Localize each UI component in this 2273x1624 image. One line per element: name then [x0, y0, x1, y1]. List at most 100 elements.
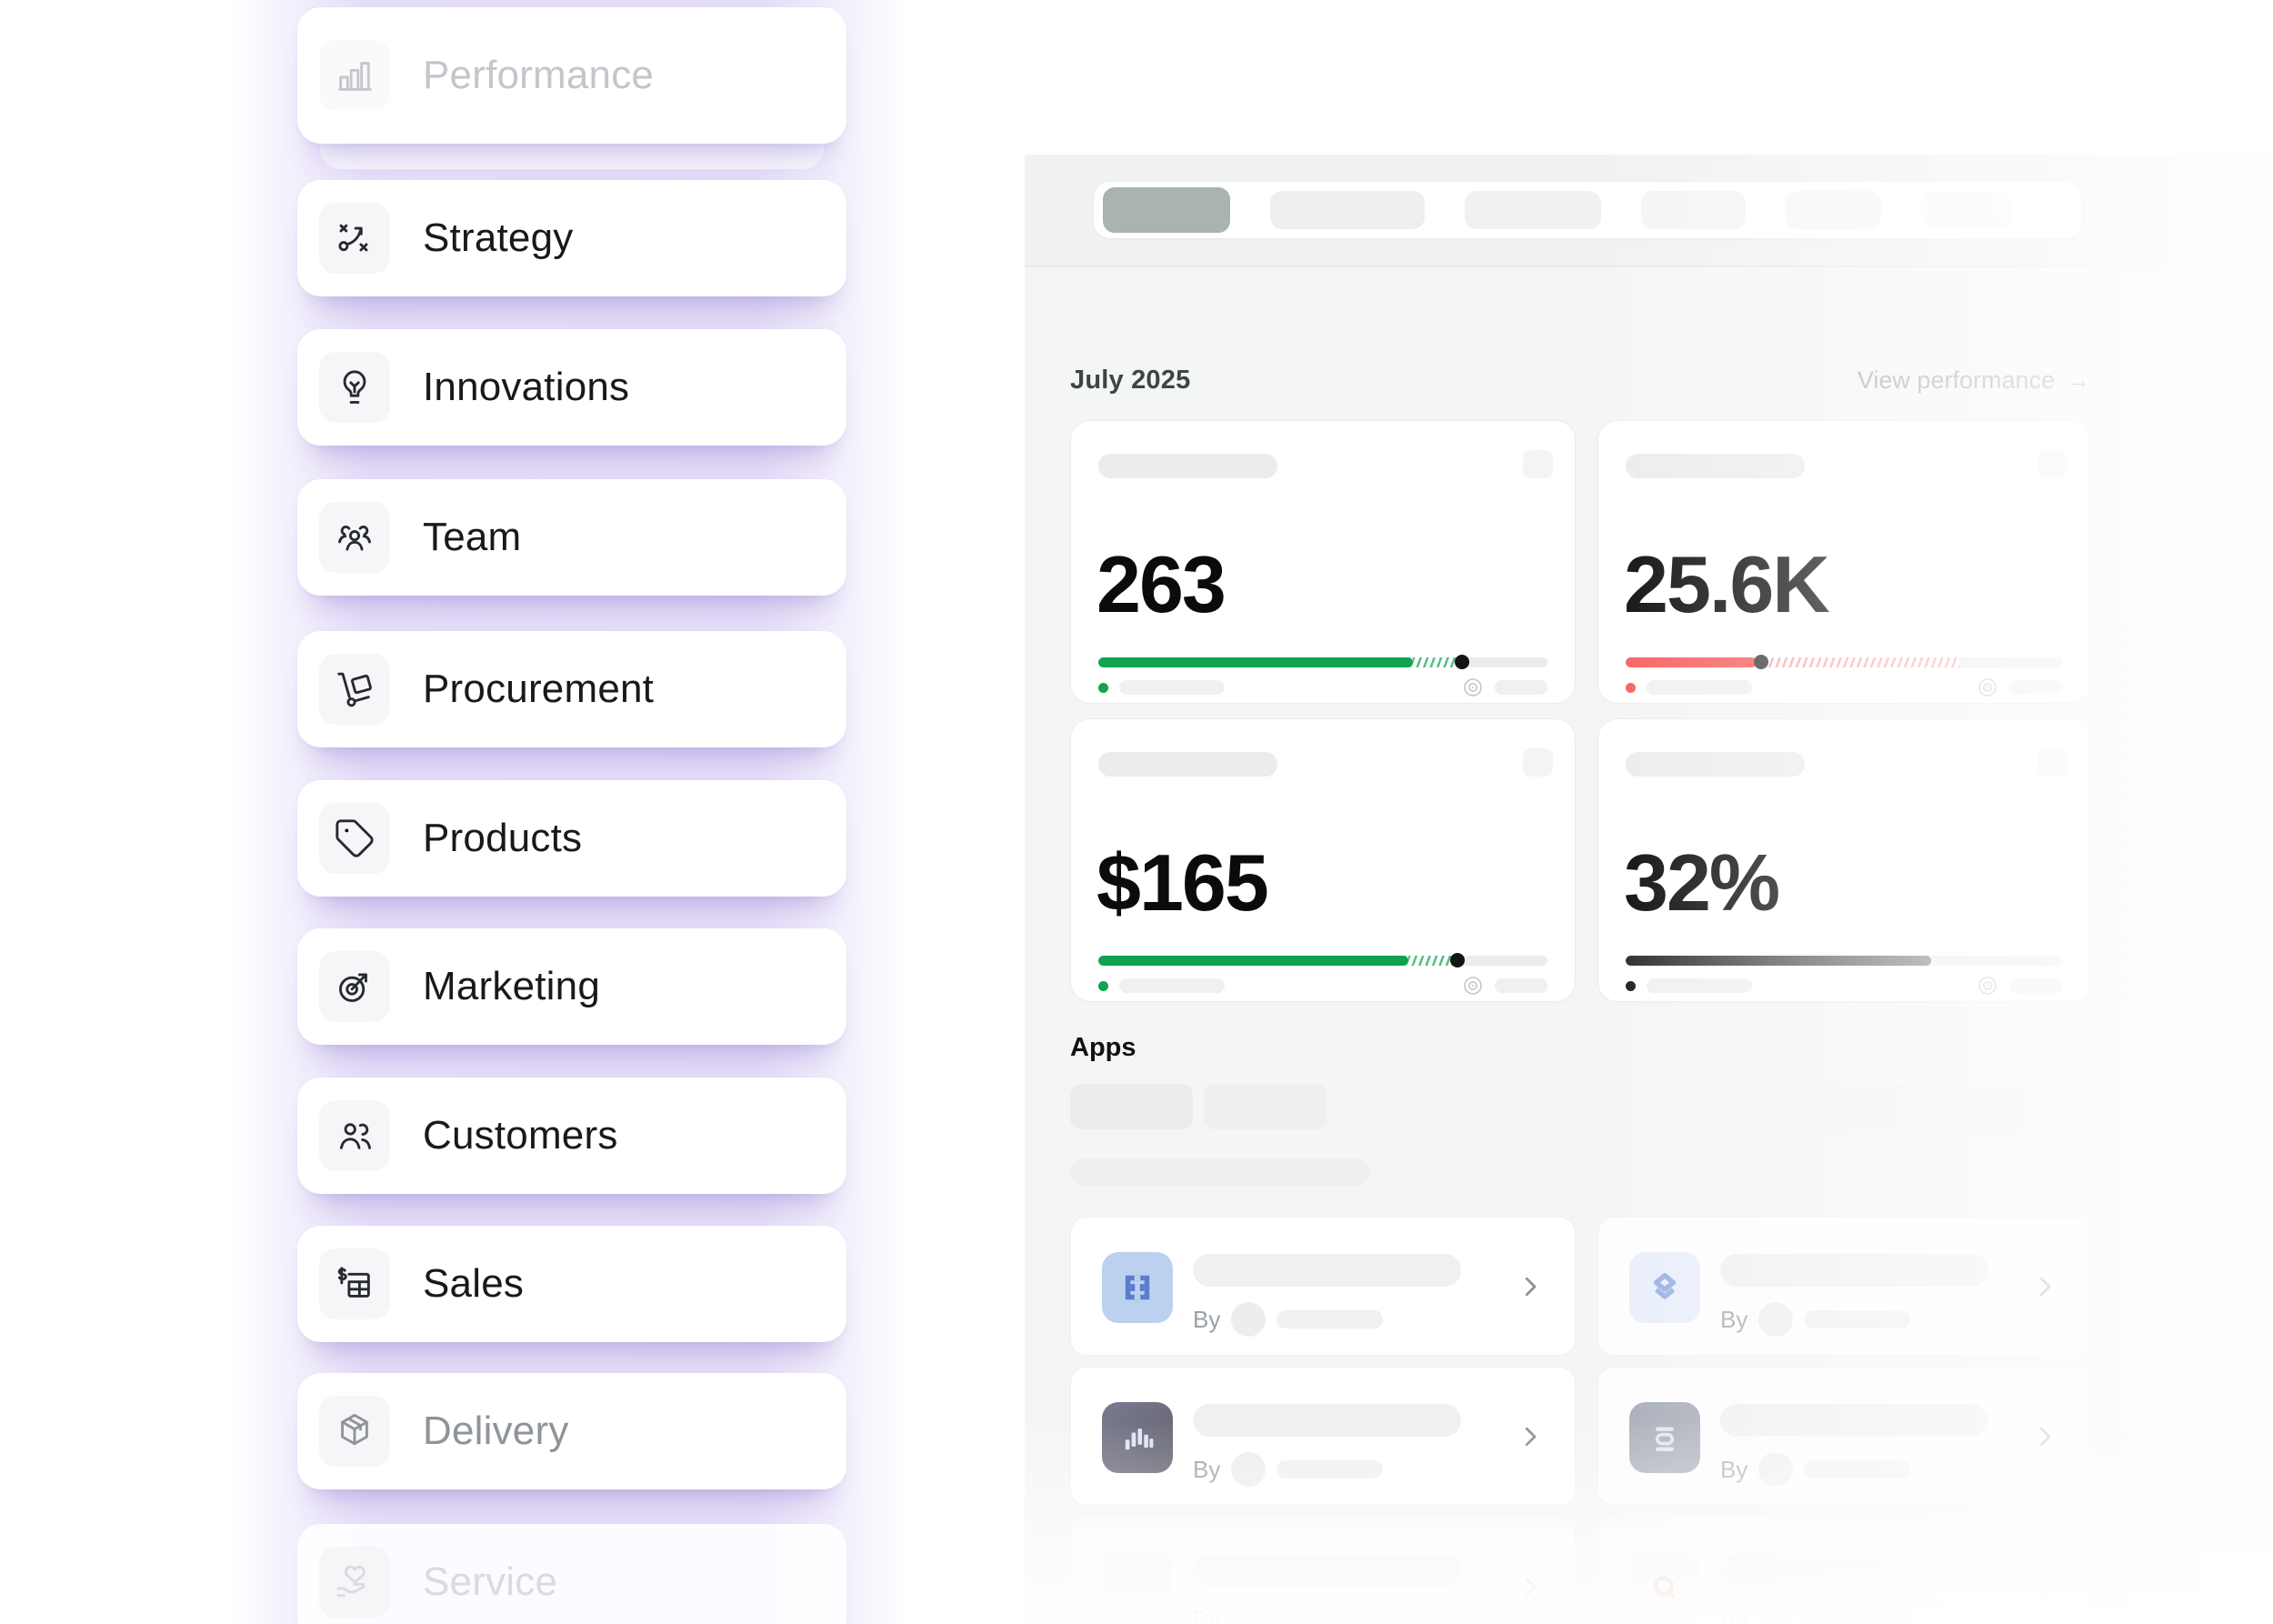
stat-card-1: 263	[1070, 420, 1576, 704]
sidebar-item-marketing[interactable]: Marketing	[297, 928, 846, 1045]
stat-legend	[1098, 677, 1547, 697]
stat-card-grid: 263	[1070, 420, 2090, 1002]
legend-dot	[1098, 682, 1108, 693]
target-value-skeleton	[2009, 680, 2062, 695]
apps-section-title: Apps	[1070, 1033, 1136, 1062]
publisher-avatar	[1231, 1302, 1267, 1337]
tab-placeholder-4[interactable]	[1641, 191, 1746, 229]
publisher-name-skeleton	[1277, 1610, 1384, 1624]
sidebar-item-delivery[interactable]: Delivery	[297, 1373, 846, 1489]
app-title-skeleton	[1193, 1404, 1461, 1437]
sidebar-item-customers[interactable]: Customers	[297, 1078, 846, 1194]
top-nav-band	[1025, 155, 2273, 267]
stat-legend	[1626, 677, 2062, 697]
progress-fill	[1626, 956, 1931, 966]
sidebar-item-service[interactable]: Service	[297, 1524, 846, 1624]
target-arrow-icon	[319, 951, 390, 1022]
app-title-skeleton	[1193, 1554, 1461, 1587]
progress-target-hatch	[1412, 657, 1458, 667]
target-icon	[1978, 977, 1997, 995]
card-menu-button[interactable]	[1523, 450, 1553, 478]
progress-track	[1626, 657, 2062, 667]
legend-label-skeleton	[1647, 978, 1752, 993]
chevron-right-icon[interactable]	[1517, 1273, 1544, 1300]
app-card-6[interactable]: By	[1597, 1517, 2090, 1624]
sidebar-item-label: Sales	[423, 1261, 525, 1306]
by-label: By	[1193, 1605, 1221, 1624]
app-title-skeleton	[1193, 1254, 1461, 1287]
legend-label-skeleton	[1119, 680, 1225, 695]
sidebar-item-team[interactable]: Team	[297, 479, 846, 596]
legend-label-skeleton	[1119, 978, 1225, 993]
apps-action-button-placeholder[interactable]	[1817, 1084, 2090, 1135]
package-icon	[319, 1396, 390, 1467]
target-value-skeleton	[2009, 978, 2062, 993]
progress-track	[1626, 956, 2062, 966]
view-performance-link[interactable]: View performance →	[1857, 366, 2090, 395]
sidebar-item-performance[interactable]: Performance	[297, 7, 846, 144]
database-app-icon	[1629, 1402, 1700, 1473]
chevron-right-icon[interactable]	[1517, 1573, 1544, 1600]
app-title-skeleton	[1720, 1404, 1988, 1437]
target-icon	[1464, 678, 1482, 697]
publisher-avatar	[1758, 1602, 1794, 1624]
card-menu-button[interactable]	[2038, 450, 2068, 478]
app-card-1[interactable]: By	[1070, 1217, 1576, 1356]
app-byline: By	[1193, 1301, 1384, 1338]
people-icon	[319, 1100, 390, 1171]
arrow-right-icon: →	[2066, 366, 2090, 394]
publisher-name-skeleton	[1804, 1460, 1911, 1479]
card-menu-button[interactable]	[1523, 748, 1553, 777]
apps-filter-chip-2[interactable]	[1204, 1084, 1327, 1129]
stat-value: 32%	[1624, 837, 1780, 927]
app-card-3[interactable]: By	[1070, 1367, 1576, 1506]
bar-chart-icon	[319, 40, 390, 111]
publisher-name-skeleton	[1277, 1310, 1384, 1328]
apps-filter-chip-1[interactable]	[1070, 1084, 1193, 1129]
progress-fill	[1626, 657, 1757, 667]
sidebar-item-strategy[interactable]: Strategy	[297, 180, 846, 296]
apps-filter-row	[1070, 1084, 2090, 1135]
ghost-app-icon	[1102, 1552, 1173, 1623]
stat-card-4: 32%	[1597, 718, 2090, 1002]
view-performance-label: View performance	[1857, 366, 2055, 394]
layers-app-icon	[1629, 1252, 1700, 1323]
stat-legend	[1098, 976, 1547, 996]
sidebar-item-innovations[interactable]: Innovations	[297, 329, 846, 446]
tab-placeholder-3[interactable]	[1465, 191, 1601, 229]
hand-truck-icon	[319, 654, 390, 725]
chevron-right-icon[interactable]	[2031, 1273, 2058, 1300]
stat-card-3: $165	[1070, 718, 1576, 1002]
app-card-5[interactable]: By	[1070, 1517, 1576, 1624]
by-label: By	[1193, 1305, 1221, 1333]
publisher-avatar	[1231, 1602, 1267, 1624]
sidebar-item-procurement[interactable]: Procurement	[297, 631, 846, 747]
legend-dot	[1626, 682, 1636, 693]
sidebar-item-label: Products	[423, 816, 583, 860]
card-menu-button[interactable]	[2038, 748, 2068, 777]
chevron-right-icon[interactable]	[2031, 1573, 2058, 1600]
tab-placeholder-6[interactable]	[1921, 191, 2012, 229]
stat-card-2: 25.6K	[1597, 420, 2090, 704]
sidebar-item-sales[interactable]: Sales	[297, 1226, 846, 1342]
sidebar-item-products[interactable]: Products	[297, 780, 846, 897]
progress-marker-dot	[1753, 655, 1768, 669]
chevron-right-icon[interactable]	[1517, 1423, 1544, 1450]
sidebar-item-label: Innovations	[423, 365, 630, 409]
apps-card-grid: By By	[1070, 1217, 2090, 1624]
tab-placeholder-2[interactable]	[1270, 191, 1425, 229]
app-byline: By	[1720, 1451, 1911, 1488]
app-byline: By	[1720, 1601, 1911, 1624]
invoice-icon	[319, 1248, 390, 1319]
tab-active-placeholder[interactable]	[1103, 187, 1230, 233]
app-card-2[interactable]: By	[1597, 1217, 2090, 1356]
app-byline: By	[1193, 1601, 1384, 1624]
tab-placeholder-5[interactable]	[1786, 191, 1881, 229]
chevron-right-icon[interactable]	[2031, 1423, 2058, 1450]
publisher-name-skeleton	[1804, 1610, 1911, 1624]
target-icon	[1464, 977, 1482, 995]
stat-value: 263	[1096, 539, 1227, 629]
app-byline: By	[1193, 1451, 1384, 1488]
sidebar-item-label: Service	[423, 1559, 558, 1604]
app-card-4[interactable]: By	[1597, 1367, 2090, 1506]
